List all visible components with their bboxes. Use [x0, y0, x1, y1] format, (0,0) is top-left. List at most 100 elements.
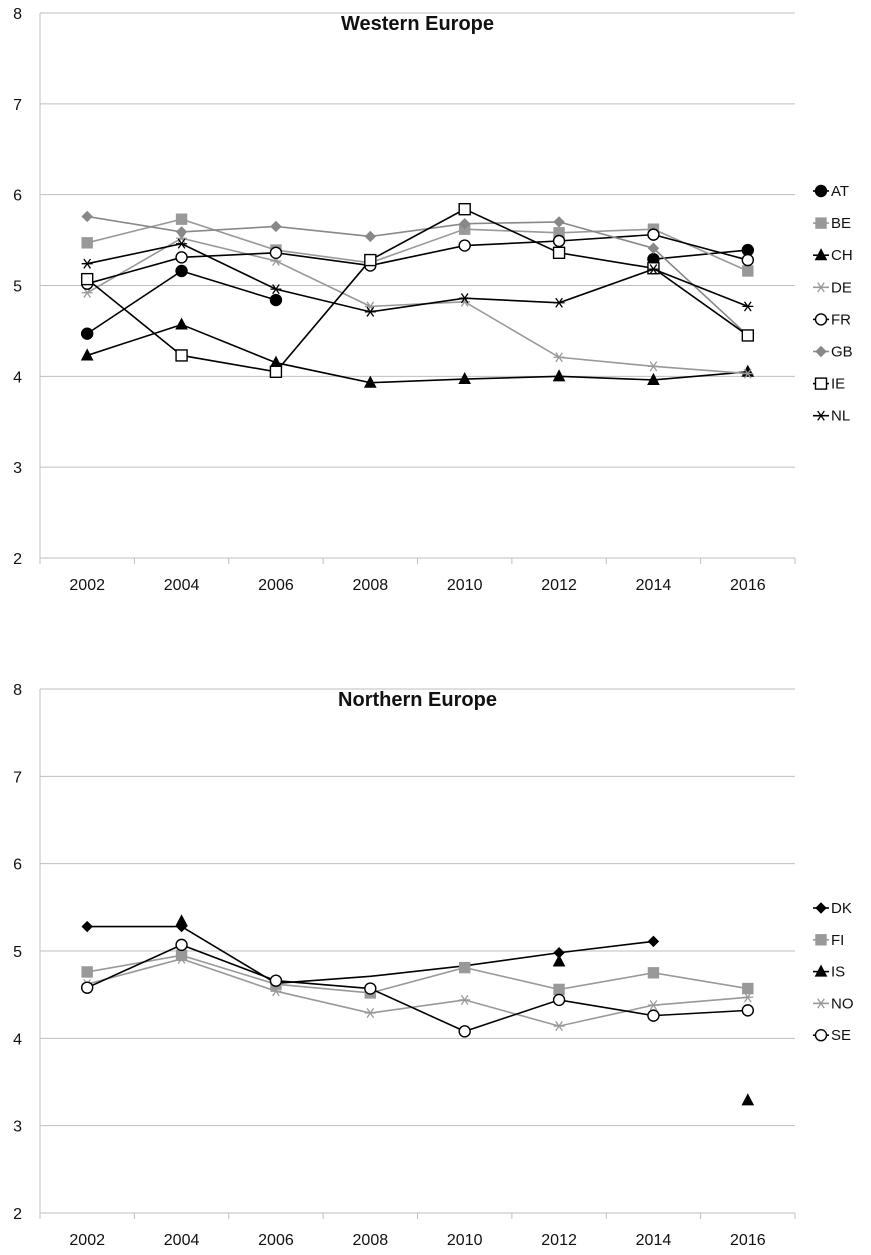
data-point-no	[459, 994, 471, 1005]
y-tick-label: 2	[13, 551, 22, 568]
data-point-nl	[647, 264, 659, 275]
data-point-fr	[458, 239, 471, 252]
x-tick-label: 2008	[353, 577, 389, 594]
data-point-nl	[176, 238, 188, 249]
legend-marker	[815, 902, 827, 914]
legend-label: BE	[831, 215, 851, 232]
series-line-fi	[87, 954, 748, 994]
series-line-ie	[86, 208, 749, 373]
legend-label: IS	[831, 964, 845, 981]
legend-item-at: AT	[813, 183, 849, 200]
legend-marker	[815, 217, 827, 229]
data-point-be	[175, 213, 188, 225]
data-point-de	[364, 301, 376, 312]
x-tick-label: 2016	[730, 577, 766, 594]
legend-marker	[814, 184, 828, 198]
data-point-gb	[175, 226, 188, 238]
data-point-gb	[553, 216, 565, 228]
series-line-de	[86, 237, 748, 375]
series-no	[81, 953, 754, 1032]
data-point-is	[175, 914, 188, 927]
data-point-ie	[741, 329, 755, 342]
data-point-nl	[270, 284, 282, 295]
series-line-gb	[87, 215, 749, 337]
legend-label: SE	[831, 1027, 851, 1044]
data-point-be	[81, 237, 93, 249]
legend-item-fi: FI	[813, 932, 844, 949]
legend-label: DE	[831, 279, 852, 296]
x-tick-label: 2012	[541, 577, 577, 594]
series-line-ch	[86, 323, 748, 384]
data-point-ch	[647, 372, 660, 385]
data-point-nl	[364, 306, 376, 317]
series-ch	[80, 317, 755, 388]
legend-marker	[814, 313, 828, 326]
y-tick-label: 4	[13, 1031, 22, 1048]
data-point-fr	[741, 253, 755, 267]
data-point-is	[741, 1093, 755, 1106]
data-point-de	[553, 352, 565, 363]
data-point-ch	[458, 371, 472, 385]
chart-title: Western Europe	[341, 13, 494, 35]
legend-marker	[815, 282, 827, 293]
data-point-nl	[553, 297, 565, 308]
data-point-nl	[81, 258, 93, 269]
y-tick-label: 7	[13, 97, 22, 114]
legend-label: IE	[831, 376, 845, 393]
series-de	[81, 233, 754, 379]
x-tick-label: 2004	[164, 577, 200, 594]
legend-item-fr: FR	[813, 311, 851, 328]
northern-europe-chart: 2 3 4 5 6 7 8 2002 2004 2006 2008 2010 2012 2014 2016 N…	[13, 682, 853, 1249]
series-dk	[81, 920, 660, 959]
x-tick-label: 2016	[730, 1232, 766, 1249]
data-point-ie	[364, 253, 377, 267]
y-tick-label: 5	[13, 944, 22, 961]
y-tick-label: 3	[13, 1119, 22, 1136]
connector-line	[181, 925, 560, 985]
data-point-fi	[458, 961, 471, 974]
data-point-gb	[458, 218, 471, 230]
x-tick-label: 2006	[258, 577, 294, 594]
data-point-de	[81, 287, 93, 298]
data-point-ie	[175, 349, 188, 362]
data-point-gb	[647, 242, 660, 254]
series-line-se	[86, 944, 748, 1033]
legend-item-nl: NL	[813, 408, 850, 425]
data-point-dk	[647, 935, 660, 948]
series-line-dk	[558, 940, 654, 954]
x-tick-label: 2008	[353, 1232, 389, 1249]
data-point-gb	[364, 230, 377, 243]
data-point-ie	[458, 202, 471, 216]
data-point-is	[552, 954, 566, 967]
legend-item-no: NO	[813, 995, 854, 1012]
series-line-fr	[86, 233, 749, 285]
legend-item-gb: GB	[813, 344, 853, 361]
x-tick-label: 2012	[541, 1232, 577, 1249]
legend-marker	[815, 934, 827, 946]
x-tick-label: 2002	[69, 1232, 105, 1249]
series-nl	[81, 238, 754, 317]
legend-item-ie: IE	[813, 376, 845, 393]
data-point-fi	[81, 966, 93, 978]
data-point-de	[742, 368, 754, 379]
data-point-fr	[175, 251, 188, 264]
chart-title: Northern Europe	[338, 689, 497, 711]
y-tick-label: 5	[13, 279, 22, 296]
legend-label: FR	[831, 311, 851, 328]
data-point-ch	[175, 317, 188, 330]
legend-item-be: BE	[813, 215, 851, 232]
data-point-dk	[81, 920, 93, 933]
series-line-be	[86, 218, 749, 272]
y-tick-label: 8	[13, 682, 22, 699]
data-point-be	[742, 265, 754, 277]
x-tick-label: 2006	[258, 1232, 294, 1249]
data-point-ch	[363, 375, 377, 388]
legend-label: NL	[831, 408, 850, 425]
x-tick-label: 2004	[164, 1232, 200, 1249]
data-point-fr	[269, 246, 283, 260]
x-tick-label: 2002	[69, 577, 105, 594]
y-tick-label: 7	[13, 769, 22, 786]
legend-marker	[814, 248, 828, 261]
legend-label: GB	[831, 344, 853, 361]
